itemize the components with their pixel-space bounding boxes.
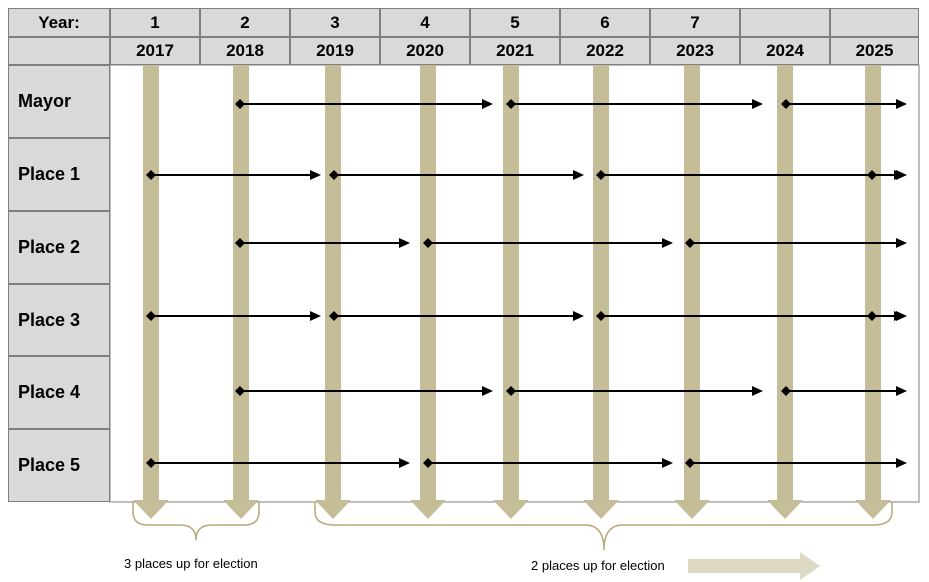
brace-three-places <box>132 502 260 541</box>
year-number-cell: 3 <box>290 8 380 37</box>
term-arrow <box>781 99 907 109</box>
term-arrow <box>146 458 410 468</box>
calendar-year: 2025 <box>855 41 894 60</box>
year-column <box>223 65 259 519</box>
calendar-year: 2021 <box>496 41 534 60</box>
term-arrow <box>596 170 907 180</box>
term-arrow <box>867 311 905 321</box>
year-label-cell: Year: <box>8 8 110 37</box>
year-number-cell: 4 <box>380 8 470 37</box>
row-label-text: Place 3 <box>18 309 81 330</box>
term-arrow <box>781 386 907 396</box>
term-arrow <box>423 238 673 248</box>
year-number: 1 <box>150 12 160 32</box>
calendar-year-cell: 2020 <box>380 37 470 65</box>
term-arrow <box>146 311 321 321</box>
year-column <box>493 65 529 519</box>
calendar-year: 2017 <box>136 41 174 60</box>
term-arrow <box>867 170 905 180</box>
calendar-year: 2018 <box>226 41 264 60</box>
calendar-year-cell: 2023 <box>650 37 740 65</box>
year-column <box>855 65 891 519</box>
brace-two-places <box>314 502 893 551</box>
term-arrow <box>685 238 907 248</box>
calendar-year-cell: 2021 <box>470 37 560 65</box>
year-number: 7 <box>690 12 700 32</box>
year-number: 6 <box>600 12 610 32</box>
row-label-text: Place 4 <box>18 382 81 402</box>
year-number-cell: 7 <box>650 8 740 37</box>
term-arrow <box>235 386 493 396</box>
year-number-cell: 2 <box>200 8 290 37</box>
calendar-year-cell: 2025 <box>830 37 919 65</box>
calendar-year-cell: 2022 <box>560 37 650 65</box>
term-arrow <box>685 458 907 468</box>
row-label-place-3: Place 3 <box>8 284 110 356</box>
term-arrow <box>423 458 673 468</box>
calendar-year: 2020 <box>406 41 444 60</box>
year-columns <box>133 65 891 519</box>
year-number-cell <box>830 8 919 37</box>
year-number-cell: 1 <box>110 8 200 37</box>
blank-header-cell <box>8 37 110 65</box>
row-label-text: Place 5 <box>18 455 81 475</box>
term-arrows <box>146 99 907 468</box>
year-column <box>674 65 710 519</box>
calendar-year: 2019 <box>316 41 354 60</box>
row-label-place-5: Place 5 <box>8 429 110 502</box>
calendar-year-cell: 2019 <box>290 37 380 65</box>
year-column <box>133 65 169 519</box>
term-arrow <box>329 170 584 180</box>
row-label-mayor: Mayor <box>8 65 110 138</box>
calendar-year-cell: 2017 <box>110 37 200 65</box>
row-label-place-4: Place 4 <box>8 356 110 429</box>
row-label-text: Place 2 <box>18 237 81 257</box>
calendar-year: 2024 <box>766 41 804 60</box>
calendar-year: 2022 <box>586 41 624 60</box>
calendar-year: 2023 <box>676 41 714 60</box>
year-column <box>315 65 351 519</box>
year-number: 4 <box>420 12 430 32</box>
term-arrow <box>329 311 584 321</box>
row-label-text: Mayor <box>18 91 72 111</box>
legend-arrow <box>688 552 820 580</box>
row-label-text: Place 1 <box>18 164 81 184</box>
term-arrow <box>596 311 907 321</box>
term-arrow <box>506 99 763 109</box>
year-number: 5 <box>510 12 520 32</box>
row-label-place-1: Place 1 <box>8 138 110 211</box>
note-three-places: 3 places up for election <box>124 556 258 571</box>
term-arrow <box>506 386 763 396</box>
year-number: 3 <box>330 12 340 32</box>
year-number-cell: 6 <box>560 8 650 37</box>
year-label: Year: <box>38 12 80 32</box>
term-arrow <box>146 170 321 180</box>
year-number-cell: 5 <box>470 8 560 37</box>
row-label-place-2: Place 2 <box>8 211 110 284</box>
note-two-places: 2 places up for election <box>531 558 665 573</box>
year-number: 2 <box>240 12 250 32</box>
term-arrow <box>235 238 410 248</box>
calendar-year-cell: 2024 <box>740 37 830 65</box>
term-arrow <box>235 99 493 109</box>
calendar-year-cell: 2018 <box>200 37 290 65</box>
year-column <box>410 65 446 519</box>
year-number-cell <box>740 8 830 37</box>
year-column <box>767 65 803 519</box>
year-column <box>583 65 619 519</box>
